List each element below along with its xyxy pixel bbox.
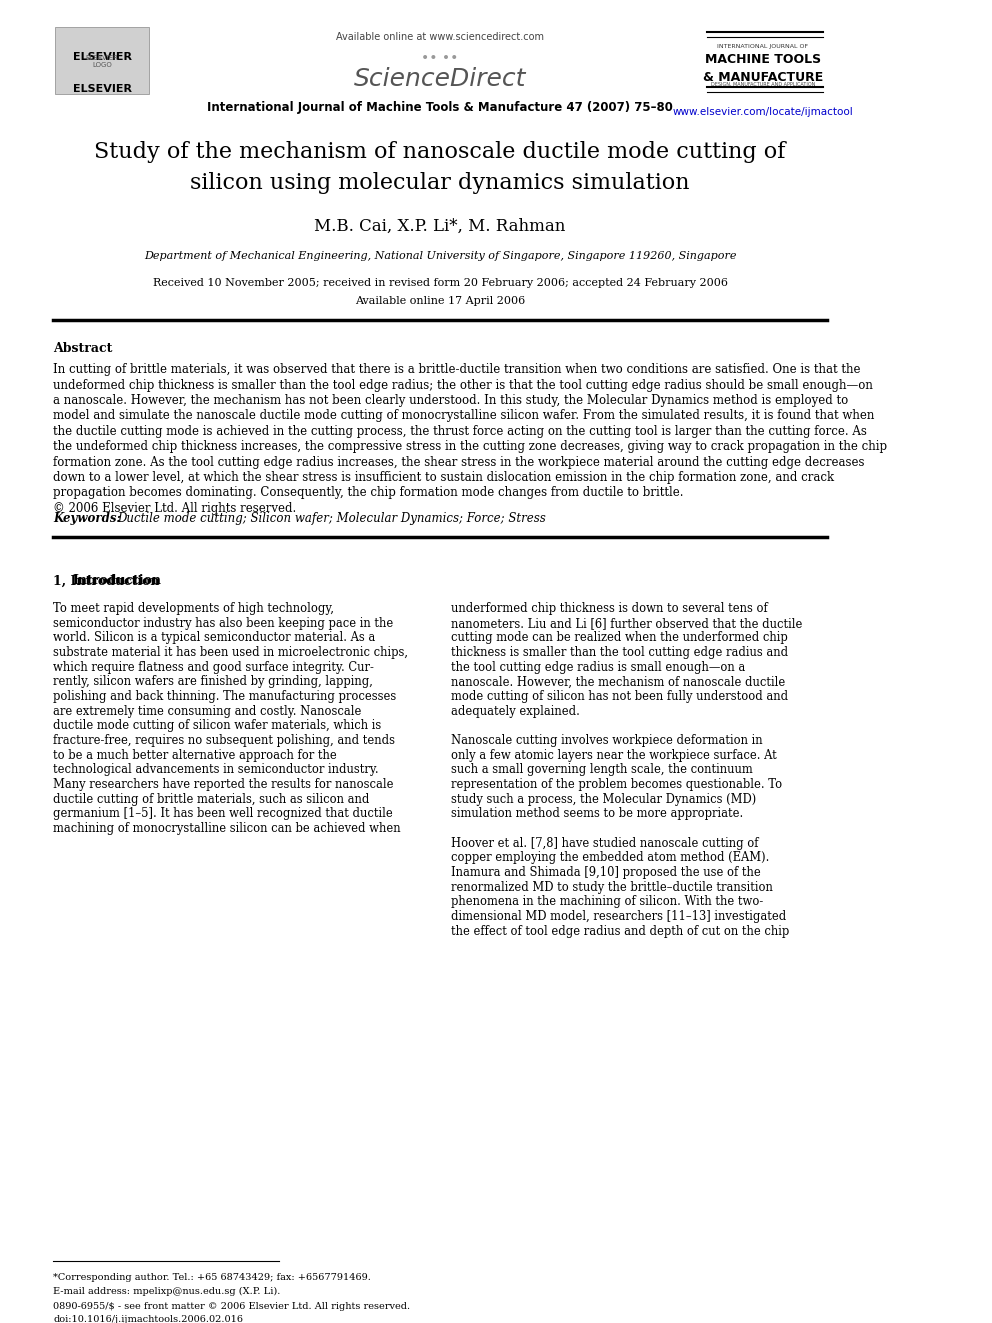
- Text: ScienceDirect: ScienceDirect: [354, 67, 527, 91]
- Text: nanoscale. However, the mechanism of nanoscale ductile: nanoscale. However, the mechanism of nan…: [451, 675, 786, 688]
- Text: Ductile mode cutting; Silicon wafer; Molecular Dynamics; Force; Stress: Ductile mode cutting; Silicon wafer; Mol…: [117, 512, 546, 525]
- Text: world. Silicon is a typical semiconductor material. As a: world. Silicon is a typical semiconducto…: [54, 631, 376, 644]
- Text: Available online 17 April 2006: Available online 17 April 2006: [355, 296, 525, 306]
- Text: undeformed chip thickness is smaller than the tool edge radius; the other is tha: undeformed chip thickness is smaller tha…: [54, 378, 873, 392]
- Text: & MANUFACTURE: & MANUFACTURE: [703, 71, 823, 85]
- Text: the undeformed chip thickness increases, the compressive stress in the cutting z: the undeformed chip thickness increases,…: [54, 441, 888, 454]
- Text: Many researchers have reported the results for nanoscale: Many researchers have reported the resul…: [54, 778, 394, 791]
- Bar: [54, 12, 151, 101]
- Text: Keywords:: Keywords:: [54, 512, 121, 525]
- Text: Department of Mechanical Engineering, National University of Singapore, Singapor: Department of Mechanical Engineering, Na…: [144, 250, 736, 261]
- Text: machining of monocrystalline silicon can be achieved when: machining of monocrystalline silicon can…: [54, 822, 401, 835]
- Text: mode cutting of silicon has not been fully understood and: mode cutting of silicon has not been ful…: [451, 691, 789, 703]
- Text: adequately explained.: adequately explained.: [451, 705, 580, 717]
- Text: the tool cutting edge radius is small enough—on a: the tool cutting edge radius is small en…: [451, 660, 745, 673]
- Text: ELSEVIER: ELSEVIER: [72, 53, 132, 62]
- Text: 1, Introduction: 1, Introduction: [54, 574, 160, 587]
- Text: Abstract: Abstract: [54, 341, 113, 355]
- Text: In cutting of brittle materials, it was observed that there is a brittle-ductile: In cutting of brittle materials, it was …: [54, 364, 861, 377]
- Text: thickness is smaller than the tool cutting edge radius and: thickness is smaller than the tool cutti…: [451, 646, 789, 659]
- Text: INTERNATIONAL JOURNAL OF: INTERNATIONAL JOURNAL OF: [717, 44, 808, 49]
- Text: Study of the mechanism of nanoscale ductile mode cutting of: Study of the mechanism of nanoscale duct…: [94, 140, 786, 163]
- Text: which require flatness and good surface integrity. Cur-: which require flatness and good surface …: [54, 660, 374, 673]
- Text: Received 10 November 2005; received in revised form 20 February 2006; accepted 2: Received 10 November 2005; received in r…: [153, 278, 727, 288]
- Text: *Corresponding author. Tel.: +65 68743429; fax: +6567791469.: *Corresponding author. Tel.: +65 6874342…: [54, 1273, 371, 1282]
- Text: MACHINE TOOLS: MACHINE TOOLS: [705, 53, 821, 66]
- Text: DESIGN, MANUFACTURE AND APPLICATION: DESIGN, MANUFACTURE AND APPLICATION: [711, 82, 815, 87]
- Text: nanometers. Liu and Li [6] further observed that the ductile: nanometers. Liu and Li [6] further obser…: [451, 617, 803, 630]
- Text: such a small governing length scale, the continuum: such a small governing length scale, the…: [451, 763, 753, 777]
- Text: ductile cutting of brittle materials, such as silicon and: ductile cutting of brittle materials, su…: [54, 792, 370, 806]
- Text: down to a lower level, at which the shear stress is insufficient to sustain disl: down to a lower level, at which the shea…: [54, 471, 834, 484]
- Text: to be a much better alternative approach for the: to be a much better alternative approach…: [54, 749, 337, 762]
- Text: phenomena in the machining of silicon. With the two-: phenomena in the machining of silicon. W…: [451, 896, 764, 908]
- Text: rently, silicon wafers are finished by grinding, lapping,: rently, silicon wafers are finished by g…: [54, 675, 373, 688]
- Bar: [55, 26, 149, 94]
- Text: copper employing the embedded atom method (EAM).: copper employing the embedded atom metho…: [451, 851, 770, 864]
- Text: a nanoscale. However, the mechanism has not been clearly understood. In this stu: a nanoscale. However, the mechanism has …: [54, 394, 848, 407]
- Text: study such a process, the Molecular Dynamics (MD): study such a process, the Molecular Dyna…: [451, 792, 757, 806]
- Text: ELSEVIER: ELSEVIER: [72, 85, 132, 94]
- Text: propagation becomes dominating. Consequently, the chip formation mode changes fr: propagation becomes dominating. Conseque…: [54, 487, 683, 499]
- Text: simulation method seems to be more appropriate.: simulation method seems to be more appro…: [451, 807, 743, 820]
- Text: cutting mode can be realized when the underformed chip: cutting mode can be realized when the un…: [451, 631, 788, 644]
- Text: substrate material it has been used in microelectronic chips,: substrate material it has been used in m…: [54, 646, 409, 659]
- Text: 0890-6955/$ - see front matter © 2006 Elsevier Ltd. All rights reserved.: 0890-6955/$ - see front matter © 2006 El…: [54, 1302, 411, 1311]
- Text: technological advancements in semiconductor industry.: technological advancements in semiconduc…: [54, 763, 379, 777]
- Text: Nanoscale cutting involves workpiece deformation in: Nanoscale cutting involves workpiece def…: [451, 734, 763, 747]
- Text: International Journal of Machine Tools & Manufacture 47 (2007) 75–80: International Journal of Machine Tools &…: [207, 101, 673, 114]
- Text: germanium [1–5]. It has been well recognized that ductile: germanium [1–5]. It has been well recogn…: [54, 807, 393, 820]
- Text: the ductile cutting mode is achieved in the cutting process, the thrust force ac: the ductile cutting mode is achieved in …: [54, 425, 867, 438]
- Text: •• ••: •• ••: [422, 52, 458, 66]
- Text: only a few atomic layers near the workpiece surface. At: only a few atomic layers near the workpi…: [451, 749, 777, 762]
- Text: To meet rapid developments of high technology,: To meet rapid developments of high techn…: [54, 602, 334, 615]
- Text: Introduction: Introduction: [72, 574, 162, 587]
- Text: Available online at www.sciencedirect.com: Available online at www.sciencedirect.co…: [336, 32, 544, 42]
- Text: M.B. Cai, X.P. Li*, M. Rahman: M.B. Cai, X.P. Li*, M. Rahman: [314, 218, 565, 235]
- Text: ductile mode cutting of silicon wafer materials, which is: ductile mode cutting of silicon wafer ma…: [54, 720, 382, 733]
- Text: semiconductor industry has also been keeping pace in the: semiconductor industry has also been kee…: [54, 617, 394, 630]
- Text: formation zone. As the tool cutting edge radius increases, the shear stress in t: formation zone. As the tool cutting edge…: [54, 455, 865, 468]
- Text: © 2006 Elsevier Ltd. All rights reserved.: © 2006 Elsevier Ltd. All rights reserved…: [54, 501, 297, 515]
- Text: fracture-free, requires no subsequent polishing, and tends: fracture-free, requires no subsequent po…: [54, 734, 395, 747]
- Text: Hoover et al. [7,8] have studied nanoscale cutting of: Hoover et al. [7,8] have studied nanosca…: [451, 836, 759, 849]
- Text: model and simulate the nanoscale ductile mode cutting of monocrystalline silicon: model and simulate the nanoscale ductile…: [54, 410, 875, 422]
- Text: doi:10.1016/j.ijmachtools.2006.02.016: doi:10.1016/j.ijmachtools.2006.02.016: [54, 1315, 243, 1323]
- Text: dimensional MD model, researchers [11–13] investigated: dimensional MD model, researchers [11–13…: [451, 910, 787, 923]
- Text: polishing and back thinning. The manufacturing processes: polishing and back thinning. The manufac…: [54, 691, 397, 703]
- Text: www.elsevier.com/locate/ijmactool: www.elsevier.com/locate/ijmactool: [673, 107, 853, 116]
- Text: the effect of tool edge radius and depth of cut on the chip: the effect of tool edge radius and depth…: [451, 925, 790, 938]
- Text: underformed chip thickness is down to several tens of: underformed chip thickness is down to se…: [451, 602, 768, 615]
- Text: renormalized MD to study the brittle–ductile transition: renormalized MD to study the brittle–duc…: [451, 881, 773, 893]
- Text: E-mail address: mpelixp@nus.edu.sg (X.P. Li).: E-mail address: mpelixp@nus.edu.sg (X.P.…: [54, 1286, 281, 1295]
- Text: ELSEVIER
LOGO: ELSEVIER LOGO: [85, 54, 118, 67]
- Text: are extremely time consuming and costly. Nanoscale: are extremely time consuming and costly.…: [54, 705, 362, 717]
- Text: representation of the problem becomes questionable. To: representation of the problem becomes qu…: [451, 778, 783, 791]
- Text: silicon using molecular dynamics simulation: silicon using molecular dynamics simulat…: [190, 172, 689, 194]
- Text: Inamura and Shimada [9,10] proposed the use of the: Inamura and Shimada [9,10] proposed the …: [451, 867, 761, 878]
